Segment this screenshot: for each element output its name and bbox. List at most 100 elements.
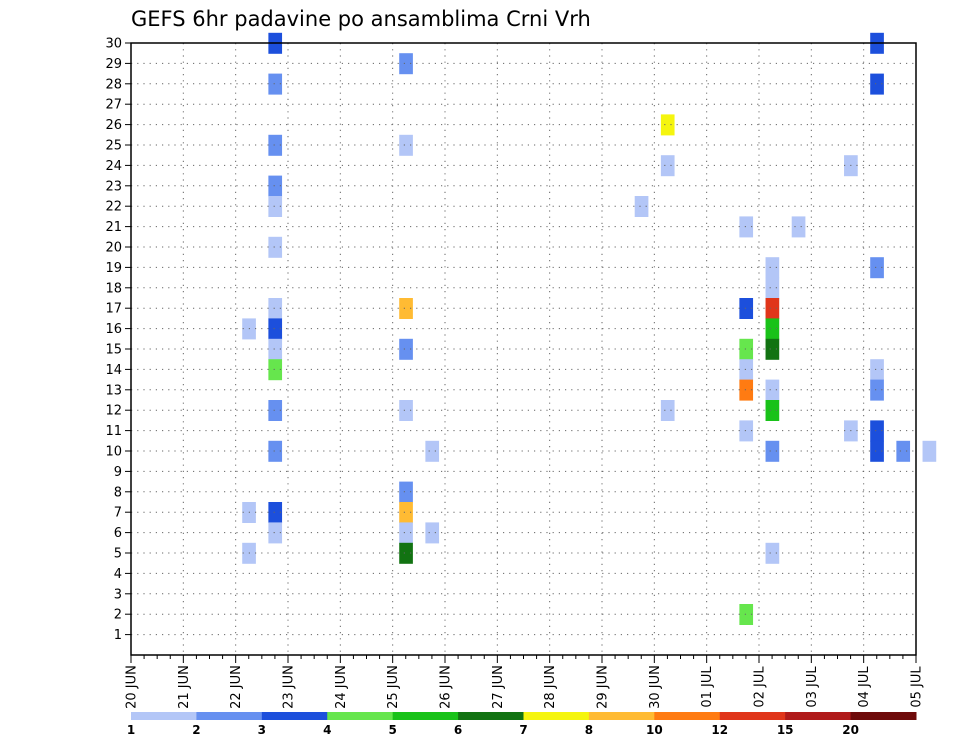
- legend-swatch: [719, 712, 786, 720]
- heatmap-cell: [765, 298, 780, 319]
- heatmap-cell: [765, 379, 780, 401]
- heatmap-cell: [399, 338, 413, 360]
- y-tick-label: 22: [105, 200, 122, 215]
- heatmap-cell: [870, 379, 884, 401]
- y-tick-label: 6: [114, 526, 122, 541]
- heatmap-cell: [268, 175, 283, 197]
- heatmap-cell: [791, 216, 806, 238]
- heatmap-cell: [765, 257, 780, 279]
- y-tick-label: 28: [105, 77, 122, 92]
- legend-swatch: [392, 712, 459, 720]
- heatmap-cell: [739, 604, 754, 625]
- heatmap-cell: [268, 236, 283, 258]
- legend-label: 7: [519, 723, 527, 737]
- heatmap-cell: [268, 134, 283, 156]
- x-tick-label: 21 JUN: [177, 665, 192, 709]
- legend-label: 20: [842, 723, 859, 737]
- y-tick-label: 1: [114, 628, 122, 643]
- legend-swatch: [196, 712, 263, 720]
- heatmap-cell: [660, 155, 675, 177]
- y-tick-label: 18: [105, 281, 122, 296]
- x-tick-label: 25 JUN: [386, 665, 401, 709]
- heatmap-cell: [870, 440, 884, 462]
- heatmap-cell: [268, 440, 283, 462]
- heatmap-cell: [399, 298, 413, 319]
- y-tick-label: 12: [105, 404, 122, 419]
- heatmap-cell: [268, 298, 283, 319]
- y-tick-label: 8: [114, 485, 122, 500]
- heatmap-cell: [399, 481, 413, 503]
- heatmap-cell: [870, 257, 884, 279]
- y-tick-label: 7: [114, 506, 122, 521]
- x-tick-label: 30 JUN: [648, 665, 663, 709]
- x-tick-label: 23 JUN: [282, 665, 297, 709]
- heatmap-cell: [268, 522, 283, 544]
- heatmap-cell: [870, 73, 884, 95]
- legend-swatch: [523, 712, 590, 720]
- legend-swatch: [458, 712, 524, 720]
- legend-label: 6: [454, 723, 462, 737]
- y-tick-label: 24: [105, 159, 122, 174]
- legend-label: 10: [646, 723, 663, 737]
- heatmap-cell: [399, 134, 413, 156]
- legend-swatch: [850, 712, 917, 720]
- y-tick-label: 23: [105, 179, 122, 194]
- legend-swatch: [131, 712, 197, 720]
- y-tick-label: 2: [114, 608, 122, 623]
- x-tick-label: 26 JUN: [439, 665, 454, 709]
- y-axis: 1234567891011121314151617181920212223242…: [105, 37, 131, 643]
- heatmap-cell: [660, 114, 675, 136]
- legend-label: 8: [585, 723, 593, 737]
- y-tick-label: 9: [114, 465, 122, 480]
- heatmap-cell: [765, 400, 780, 421]
- heatmap-cell: [268, 502, 283, 523]
- y-tick-label: 19: [105, 261, 122, 276]
- legend-swatch: [327, 712, 394, 720]
- x-axis: 20 JUN 21 JUN 22 JUN 23 JUN 24 JUN 25 JUN 26 J…: [125, 655, 925, 709]
- heatmap-cell: [896, 440, 911, 462]
- legend-label: 15: [777, 723, 794, 737]
- y-tick-label: 20: [105, 241, 122, 256]
- legend-label: 5: [388, 723, 396, 737]
- heatmap-cell: [739, 359, 754, 381]
- x-tick-label: 22 JUN: [229, 665, 244, 709]
- heatmap-cell: [268, 359, 283, 381]
- heatmap-cell: [660, 400, 675, 421]
- legend-label: 12: [711, 723, 728, 737]
- heatmap-cell: [268, 400, 283, 421]
- legend-label: 2: [192, 723, 200, 737]
- y-tick-label: 21: [105, 220, 122, 235]
- heatmap-cell: [268, 196, 283, 217]
- y-tick-label: 3: [114, 587, 122, 602]
- heatmap-cell: [765, 542, 780, 564]
- heatmap-cell: [765, 318, 780, 340]
- y-tick-label: 11: [105, 424, 122, 439]
- y-tick-label: 4: [114, 567, 122, 582]
- legend-swatch: [654, 712, 721, 720]
- legend-label: 3: [258, 723, 266, 737]
- x-tick-label: 28 JUN: [543, 665, 558, 709]
- x-tick-label: 02 JUL: [753, 666, 768, 708]
- cells-layer: [242, 32, 937, 625]
- heatmap-cell: [268, 318, 283, 340]
- x-tick-label: 05 JUL: [910, 666, 925, 708]
- heatmap-cell: [739, 379, 754, 401]
- y-tick-label: 16: [105, 322, 122, 337]
- x-tick-label: 04 JUL: [857, 666, 872, 708]
- heatmap-cell: [739, 298, 754, 319]
- x-tick-label: 01 JUL: [700, 666, 715, 708]
- legend-swatch: [261, 712, 328, 720]
- y-tick-label: 26: [105, 118, 122, 133]
- heatmap-cell: [399, 53, 413, 75]
- y-tick-label: 25: [105, 139, 122, 154]
- heatmap-cell: [399, 502, 413, 523]
- heatmap-cell: [425, 440, 440, 462]
- heatmap-cell: [739, 338, 754, 360]
- y-tick-label: 17: [105, 302, 122, 317]
- color-legend: 1 2 3 4 5 6 7 8 10 12 15 20: [127, 712, 917, 737]
- heatmap-cell: [268, 338, 283, 360]
- chart-title: GEFS 6hr padavine po ansamblima Crni Vrh: [131, 7, 591, 31]
- y-tick-label: 13: [105, 383, 122, 398]
- legend-label: 4: [323, 723, 331, 737]
